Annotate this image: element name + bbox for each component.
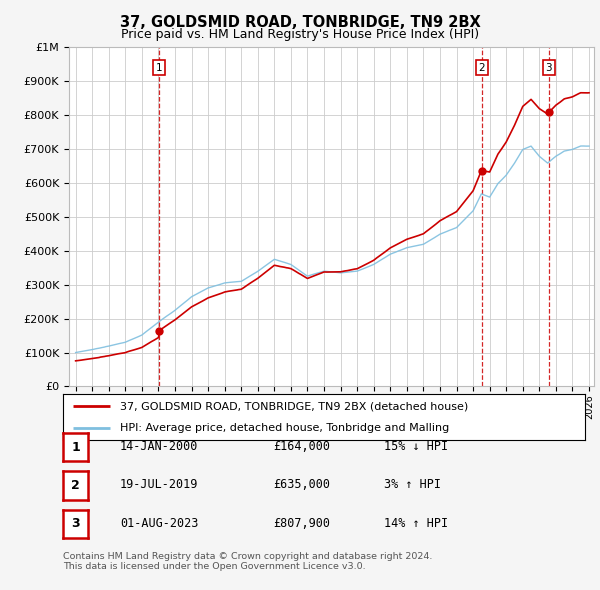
Text: £164,000: £164,000 xyxy=(273,440,330,453)
Text: 37, GOLDSMID ROAD, TONBRIDGE, TN9 2BX: 37, GOLDSMID ROAD, TONBRIDGE, TN9 2BX xyxy=(119,15,481,30)
Text: 14% ↑ HPI: 14% ↑ HPI xyxy=(384,517,448,530)
Text: 1: 1 xyxy=(71,441,80,454)
Text: 3% ↑ HPI: 3% ↑ HPI xyxy=(384,478,441,491)
Text: 1: 1 xyxy=(156,63,163,73)
Text: Price paid vs. HM Land Registry's House Price Index (HPI): Price paid vs. HM Land Registry's House … xyxy=(121,28,479,41)
Text: Contains HM Land Registry data © Crown copyright and database right 2024.
This d: Contains HM Land Registry data © Crown c… xyxy=(63,552,433,571)
Text: 01-AUG-2023: 01-AUG-2023 xyxy=(120,517,199,530)
Text: 14-JAN-2000: 14-JAN-2000 xyxy=(120,440,199,453)
Text: 2: 2 xyxy=(71,479,80,492)
Text: 3: 3 xyxy=(545,63,552,73)
Text: 37, GOLDSMID ROAD, TONBRIDGE, TN9 2BX (detached house): 37, GOLDSMID ROAD, TONBRIDGE, TN9 2BX (d… xyxy=(121,401,469,411)
Text: 3: 3 xyxy=(71,517,80,530)
Text: 19-JUL-2019: 19-JUL-2019 xyxy=(120,478,199,491)
Text: HPI: Average price, detached house, Tonbridge and Malling: HPI: Average price, detached house, Tonb… xyxy=(121,423,449,433)
Text: 15% ↓ HPI: 15% ↓ HPI xyxy=(384,440,448,453)
Text: £635,000: £635,000 xyxy=(273,478,330,491)
Text: 2: 2 xyxy=(479,63,485,73)
Text: £807,900: £807,900 xyxy=(273,517,330,530)
